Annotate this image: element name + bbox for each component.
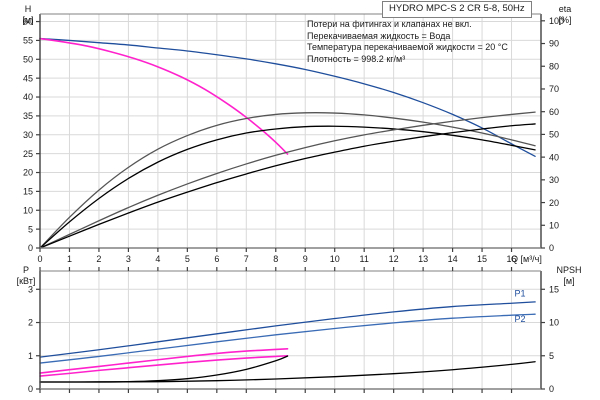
- y2-tick-label: 10: [549, 318, 559, 328]
- y-tick-label: 55: [23, 36, 33, 46]
- y-tick-label: 30: [23, 130, 33, 140]
- x-tick-label: 15: [477, 254, 487, 264]
- curve-eta-2-pumps-outer: [39, 112, 536, 249]
- curve-p2: [39, 313, 536, 364]
- x-tick-label: 7: [244, 254, 249, 264]
- y-tick-label: 60: [23, 17, 33, 27]
- curve-annotation-p2: P2: [514, 314, 525, 324]
- y-tick-label: 45: [23, 73, 33, 83]
- x-tick-label: 8: [273, 254, 278, 264]
- curve-npsh-2-pumps: [39, 361, 536, 383]
- x-tick-label: 9: [303, 254, 308, 264]
- curve-eta-1-pump-outer: [39, 111, 536, 249]
- y2-tick-label: 50: [549, 130, 559, 140]
- y2-tick-label: 60: [549, 107, 559, 117]
- x-tick-label: 13: [418, 254, 428, 264]
- conditions-note-block: Потери на фитингах и клапанах не вкл. Пер…: [307, 19, 508, 65]
- note-line: Плотность = 998.2 кг/м³: [307, 53, 406, 64]
- x-tick-label: 4: [155, 254, 160, 264]
- y-tick-label: 2: [28, 318, 33, 328]
- y2-axis-title-npsh: NPSH: [556, 265, 581, 275]
- y2-tick-label: 0: [549, 384, 554, 394]
- y2-tick-label: 20: [549, 198, 559, 208]
- y2-tick-label: 0: [549, 243, 554, 253]
- y2-axis-title-eta: eta: [559, 4, 572, 14]
- note-line: Перекачиваемая жидкость = Вода: [307, 30, 451, 41]
- y2-tick-label: 90: [549, 39, 559, 49]
- y2-tick-label: 15: [549, 284, 559, 294]
- x-tick-label: 1: [67, 254, 72, 264]
- y2-axis-unit-npsh: [м]: [563, 276, 574, 286]
- x-tick-label: 6: [214, 254, 219, 264]
- x-tick-label: 2: [96, 254, 101, 264]
- note-line: Температура перекачиваемой жидкости = 20…: [307, 42, 508, 52]
- curve-p1: [39, 301, 536, 358]
- y-tick-label: 50: [23, 54, 33, 64]
- head-efficiency-plot: 0510152025303540455055600102030405060708…: [23, 13, 564, 264]
- x-tick-label: 16: [507, 254, 517, 264]
- y2-tick-label: 100: [549, 16, 564, 26]
- page-title: HYDRO MPC-S 2 CR 5-8, 50Hz: [389, 3, 525, 14]
- y2-tick-label: 40: [549, 152, 559, 162]
- y2-tick-label: 10: [549, 220, 559, 230]
- curve-h-1-pump: [39, 37, 289, 155]
- y2-tick-label: 5: [549, 351, 554, 361]
- y-tick-label: 25: [23, 149, 33, 159]
- x-tick-label: 0: [37, 254, 42, 264]
- y-tick-label: 0: [28, 384, 33, 394]
- y-tick-label: 10: [23, 205, 33, 215]
- curve-eta-2-pumps-inner: [39, 125, 536, 249]
- chart-title-box: HYDRO MPC-S 2 CR 5-8, 50Hz: [382, 1, 532, 18]
- curve-h-2-pumps: [39, 37, 536, 157]
- y-tick-label: 35: [23, 111, 33, 121]
- y-tick-label: 5: [28, 224, 33, 234]
- x-tick-label: 5: [185, 254, 190, 264]
- x-tick-label: 12: [389, 254, 399, 264]
- x-tick-label: 14: [448, 254, 458, 264]
- y-axis-unit-h: [м]: [22, 15, 33, 25]
- y-tick-label: 15: [23, 187, 33, 197]
- curve-p2-single-pump: [39, 354, 289, 377]
- y-tick-label: 40: [23, 92, 33, 102]
- y-axis-title-p: P: [23, 265, 29, 275]
- note-line: Потери на фитингах и клапанах не вкл.: [307, 19, 472, 29]
- y-tick-label: 3: [28, 284, 33, 294]
- curve-eta-1-pump-inner: [39, 123, 536, 249]
- y-axis-unit-p: [кВт]: [17, 276, 36, 286]
- x-tick-label: 10: [330, 254, 340, 264]
- curve-p1-single-pump: [39, 347, 289, 374]
- y-axis-title-h: H: [25, 4, 32, 14]
- curve-annotation-p1: P1: [514, 289, 525, 299]
- x-tick-label: 11: [360, 254, 369, 264]
- x-tick-label: 3: [126, 254, 131, 264]
- power-npsh-plot: P1 P2 0 1 2 3 0 5 10 15: [28, 267, 559, 394]
- y-tick-label: 20: [23, 168, 33, 178]
- y2-axis-unit-eta: [%]: [558, 15, 571, 25]
- y2-tick-label: 80: [549, 61, 559, 71]
- y-tick-label: 1: [28, 351, 33, 361]
- y2-tick-label: 30: [549, 175, 559, 185]
- y-tick-label: 0: [28, 243, 33, 253]
- x-axis-title-q: Q [м³/ч]: [511, 254, 542, 264]
- y2-tick-label: 70: [549, 84, 559, 94]
